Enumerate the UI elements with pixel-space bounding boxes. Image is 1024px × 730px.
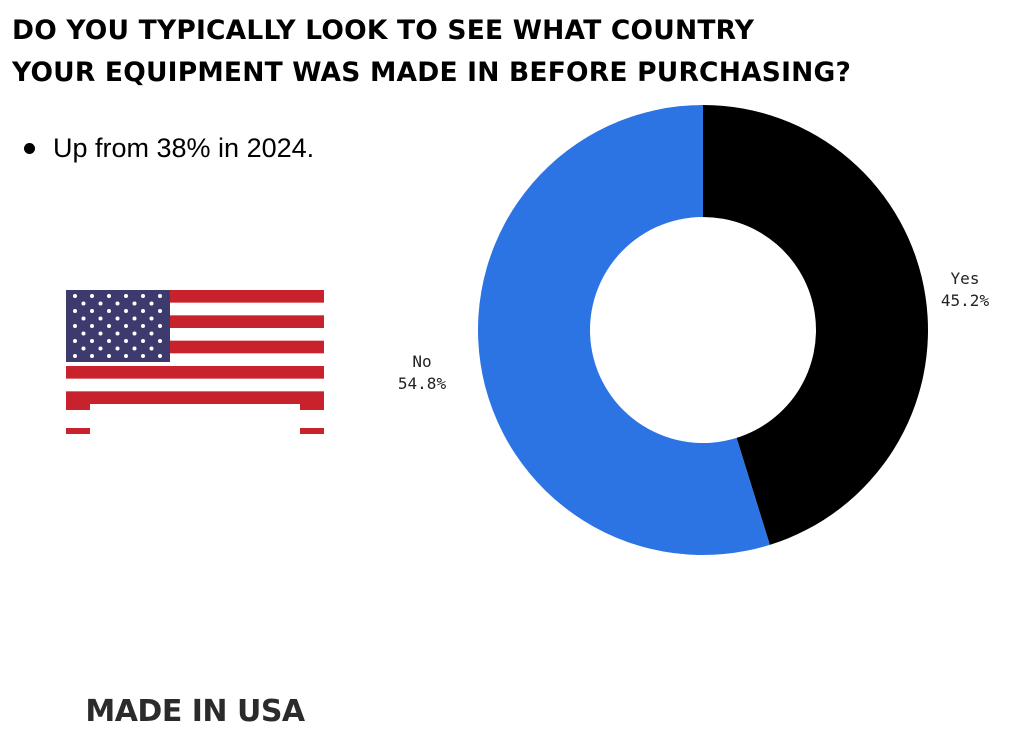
flag-star: [73, 339, 77, 343]
bullet-note: Up from 38% in 2024.: [24, 133, 314, 164]
chart-title: DO YOU TYPICALLY LOOK TO SEE WHAT COUNTR…: [12, 10, 1017, 94]
flag-star: [115, 346, 120, 351]
flag-star: [124, 354, 128, 358]
flag-star: [141, 294, 145, 298]
flag-star: [124, 339, 128, 343]
donut-slice-yes: [703, 105, 929, 545]
flag-star: [107, 324, 111, 328]
flag-star: [81, 316, 86, 321]
us-flag-icon: [66, 290, 324, 440]
flag-star: [132, 331, 137, 336]
chart-title-line-2: YOUR EQUIPMENT WAS MADE IN BEFORE PURCHA…: [12, 57, 852, 88]
flag-stripe: [66, 378, 324, 392]
flag-star: [132, 346, 137, 351]
slice-value-yes: 45.2%: [941, 291, 990, 310]
flag-star: [158, 309, 162, 313]
flag-star: [149, 331, 154, 336]
flag-star: [158, 339, 162, 343]
flag-star: [115, 301, 120, 306]
flag-star: [141, 309, 145, 313]
flag-star: [98, 316, 103, 321]
slice-value-no: 54.8%: [398, 374, 447, 393]
flag-star: [149, 301, 154, 306]
flag-star: [141, 324, 145, 328]
flag-star: [149, 346, 154, 351]
flag-star: [98, 331, 103, 336]
flag-star: [158, 294, 162, 298]
flag-star: [90, 294, 94, 298]
flag-star: [132, 316, 137, 321]
flag-star: [98, 346, 103, 351]
flag-star: [132, 301, 137, 306]
flag-star: [115, 316, 120, 321]
made-in-usa-badge: MADE IN USA: [66, 290, 324, 729]
flag-star: [115, 331, 120, 336]
flag-star: [90, 354, 94, 358]
flag-star: [107, 294, 111, 298]
flag-star: [90, 339, 94, 343]
made-in-usa-label: MADE IN USA: [85, 694, 305, 729]
flag-star: [124, 294, 128, 298]
flag-star: [81, 331, 86, 336]
flag-star: [107, 309, 111, 313]
flag-star: [73, 324, 77, 328]
flag-star: [73, 309, 77, 313]
flag-star: [98, 301, 103, 306]
flag-star: [81, 346, 86, 351]
bullet-note-text: Up from 38% in 2024.: [53, 133, 315, 163]
flag-star: [81, 301, 86, 306]
donut-chart: Yes 45.2% No 54.8%: [398, 105, 990, 555]
flag-star: [90, 309, 94, 313]
flag-star: [107, 354, 111, 358]
slice-label-yes: Yes: [951, 269, 980, 288]
donut-slice-no: [478, 105, 770, 555]
flag-star: [158, 354, 162, 358]
flag-star: [90, 324, 94, 328]
flag-star: [141, 339, 145, 343]
flag-star: [73, 294, 77, 298]
flag-stripe: [66, 391, 324, 405]
flag-star: [158, 324, 162, 328]
chart-title-line-1: DO YOU TYPICALLY LOOK TO SEE WHAT COUNTR…: [12, 15, 755, 46]
flag-star: [107, 339, 111, 343]
flag-star: [141, 354, 145, 358]
slice-label-no: No: [412, 352, 431, 371]
flag-star: [73, 354, 77, 358]
flag-star: [149, 316, 154, 321]
bullet-dot-icon: [24, 143, 35, 154]
flag-star: [124, 324, 128, 328]
flag-stripe: [66, 366, 324, 379]
flag-star: [124, 309, 128, 313]
